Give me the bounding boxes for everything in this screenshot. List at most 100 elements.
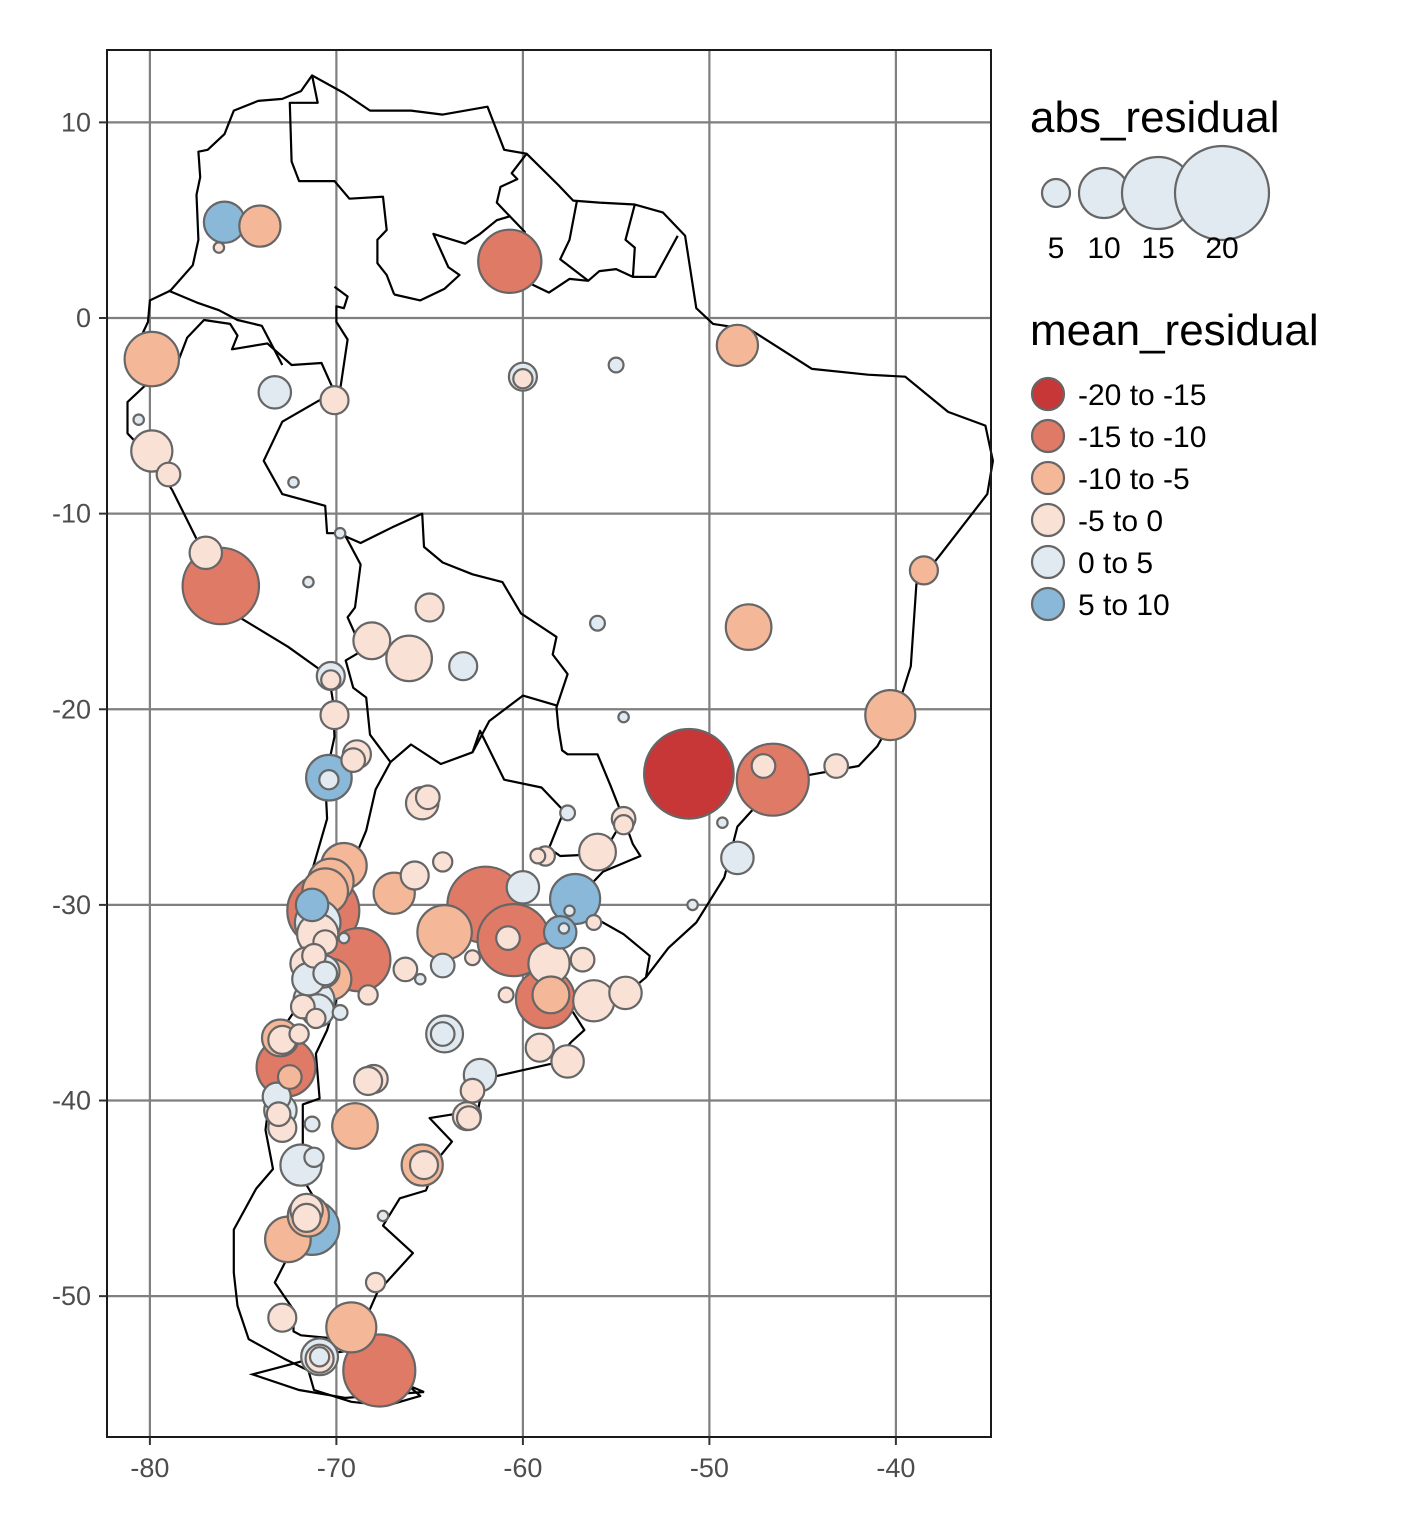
residual-bubble [585,913,603,931]
residual-bubble [577,832,617,872]
residual-bubble [686,898,699,912]
residual-bubble [325,1301,378,1354]
x-tick-label: -80 [130,1453,169,1483]
x-tick-label: -60 [503,1453,542,1483]
residual-bubble [331,1102,379,1150]
y-tick-label: 0 [76,303,91,333]
residual-bubble [459,1077,486,1104]
residual-bubble [448,651,479,682]
residual-bubble [735,742,810,817]
residual-bubble [524,1032,555,1063]
residual-bubble [416,903,473,961]
panel-border [106,49,992,1438]
residual-bubble [724,603,773,651]
residual-bubble [559,804,577,822]
color-legend-key [1030,502,1066,538]
residual-bubble [414,784,441,811]
residual-bubble [352,621,392,661]
residual-bubble [376,1209,390,1223]
residual-bubble [308,1346,331,1368]
residual-bubble [750,753,777,779]
country-border [471,694,557,753]
residual-bubble [612,814,635,836]
country-border [168,289,284,366]
residual-bubble [238,204,282,248]
residual-bubble [413,972,427,986]
y-tick-label: -50 [52,1281,91,1311]
country-border [337,512,642,982]
residual-bubble [643,727,735,820]
color-legend-title: mean_residual [1030,306,1319,355]
y-axis: 10 0 -10 -20 -30 -40 -50 [52,107,107,1311]
residual-bubble [155,461,182,488]
country-border [624,204,636,277]
y-tick-label: -20 [52,694,91,724]
color-legend-key [1030,544,1066,580]
residual-bubble [716,816,729,829]
x-tick-label: -40 [876,1453,915,1483]
residual-bubble [385,634,434,683]
x-tick-label: -70 [317,1453,356,1483]
residual-bubble [267,1302,298,1333]
residual-bubble [429,952,456,979]
residual-bubble [529,847,547,865]
residual-bubble [715,323,760,368]
residual-bubble [512,368,534,390]
residual-bubble [557,922,571,935]
residual-bubble [477,228,543,294]
residual-bubble [588,614,606,632]
residual-bubble [291,1202,322,1234]
residual-bubble [276,1064,303,1090]
residual-bubble [531,975,571,1015]
residual-bubble [432,851,454,873]
color-legend-label: -15 to -10 [1078,421,1206,454]
residual-bubble [312,960,339,987]
country-border [393,153,528,302]
residual-bubble [337,931,351,945]
residual-bubble [429,1021,456,1047]
color-legend-label: -10 to -5 [1078,463,1190,496]
residual-bubble [340,747,367,773]
residual-bubble [353,1065,384,1097]
residual-bubble [331,1003,349,1021]
residual-bubble [123,330,181,388]
residual-bubble [287,475,300,489]
residual-bubble [342,1333,417,1408]
residual-bubble [132,413,145,426]
residual-bubble [333,526,347,540]
residual-bubble [495,925,521,951]
residual-bubble [212,241,226,254]
color-legend: mean_residual -20 to -15 -15 to -10 -10 to… [1030,306,1319,622]
residual-bubble [319,385,350,416]
size-legend-label: 20 [1205,232,1238,265]
residual-bubble [364,1271,387,1294]
residual-bubble [823,753,850,779]
residual-bubble [188,535,224,571]
size-legend-key [1173,144,1271,242]
y-tick-label: 10 [61,107,91,137]
y-tick-label: -10 [52,499,91,529]
y-tick-label: -30 [52,890,91,920]
residual-bubbles [123,200,940,1408]
country-border [559,200,589,282]
residual-bubble [302,575,315,589]
residual-bubble [505,869,541,905]
size-legend-label: 5 [1048,232,1065,265]
residual-bubble [303,1146,325,1169]
size-legend: abs_residual 5 10 15 20 [1030,93,1280,265]
residual-bubble [569,946,596,973]
x-tick-label: -50 [690,1453,729,1483]
residual-bubble [607,356,625,374]
color-legend-key [1030,460,1066,496]
residual-bubble [608,975,643,1011]
residual-bubble [288,1023,310,1045]
residual-bubble [414,592,445,623]
residual-bubble [357,984,379,1006]
color-legend-label: 5 to 10 [1078,589,1170,622]
color-legend-label: 0 to 5 [1078,547,1153,580]
size-legend-label: 10 [1087,232,1120,265]
country-border [288,75,396,295]
color-legend-key [1030,418,1066,454]
residual-bubble [572,979,616,1023]
